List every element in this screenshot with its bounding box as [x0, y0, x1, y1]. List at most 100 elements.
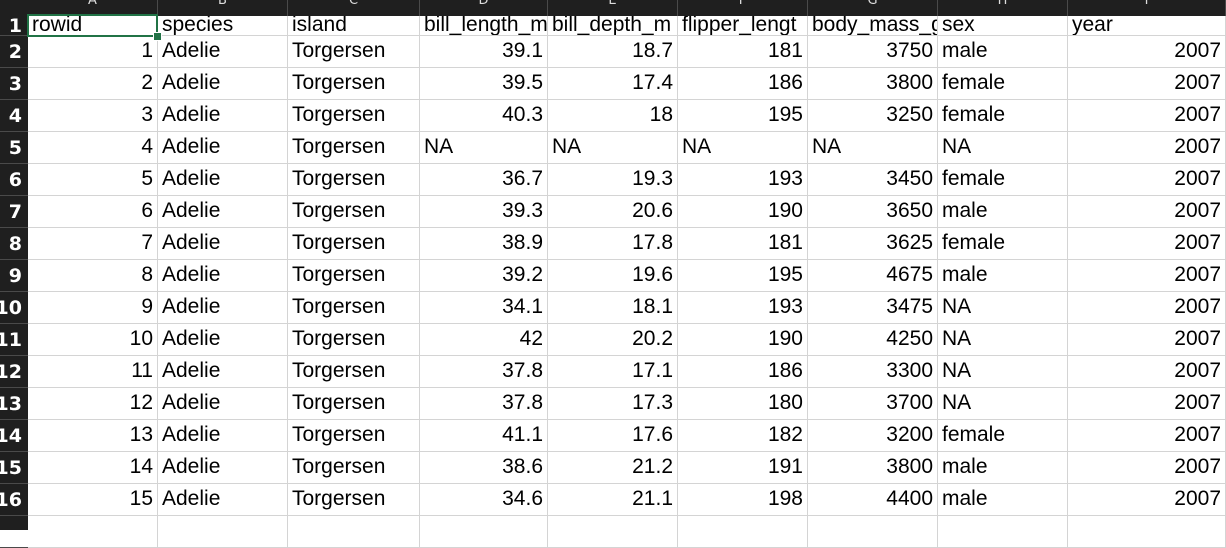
- data-cell[interactable]: 39.3: [420, 196, 548, 228]
- data-cell[interactable]: female: [938, 420, 1068, 452]
- column-header-b[interactable]: B: [158, 0, 288, 16]
- column-header-d[interactable]: D: [420, 0, 548, 16]
- row-header-6[interactable]: 6: [0, 164, 28, 196]
- row-header-2[interactable]: 2: [0, 36, 28, 68]
- data-cell[interactable]: 14: [28, 452, 158, 484]
- data-cell[interactable]: Adelie: [158, 68, 288, 100]
- row-header-14[interactable]: 14: [0, 420, 28, 452]
- header-cell-bill-length-m[interactable]: bill_length_m: [420, 16, 548, 36]
- data-cell[interactable]: male: [938, 260, 1068, 292]
- data-cell[interactable]: 37.8: [420, 388, 548, 420]
- header-cell-species[interactable]: species: [158, 16, 288, 36]
- data-cell[interactable]: 190: [678, 324, 808, 356]
- data-cell[interactable]: 11: [28, 356, 158, 388]
- data-cell[interactable]: 186: [678, 356, 808, 388]
- column-header-f[interactable]: F: [678, 0, 808, 16]
- data-cell[interactable]: 3250: [808, 100, 938, 132]
- data-cell[interactable]: 2007: [1068, 36, 1226, 68]
- data-cell[interactable]: 3650: [808, 196, 938, 228]
- data-cell[interactable]: [1068, 516, 1226, 548]
- data-cell[interactable]: 4250: [808, 324, 938, 356]
- data-cell[interactable]: Torgersen: [288, 452, 420, 484]
- data-cell[interactable]: 181: [678, 228, 808, 260]
- data-cell[interactable]: Adelie: [158, 420, 288, 452]
- data-cell[interactable]: 195: [678, 100, 808, 132]
- row-header-5[interactable]: 5: [0, 132, 28, 164]
- data-cell[interactable]: 2007: [1068, 100, 1226, 132]
- data-cell[interactable]: 8: [28, 260, 158, 292]
- header-cell-bill-depth-m[interactable]: bill_depth_m: [548, 16, 678, 36]
- data-cell[interactable]: 2007: [1068, 420, 1226, 452]
- data-cell[interactable]: Torgersen: [288, 356, 420, 388]
- data-cell[interactable]: 2007: [1068, 164, 1226, 196]
- data-cell[interactable]: 13: [28, 420, 158, 452]
- data-cell[interactable]: 3300: [808, 356, 938, 388]
- column-header-g[interactable]: G: [808, 0, 938, 16]
- data-cell[interactable]: 17.3: [548, 388, 678, 420]
- data-cell[interactable]: 9: [28, 292, 158, 324]
- data-cell[interactable]: 18: [548, 100, 678, 132]
- data-cell[interactable]: Torgersen: [288, 292, 420, 324]
- data-cell[interactable]: 2007: [1068, 260, 1226, 292]
- column-header-c[interactable]: C: [288, 0, 420, 16]
- data-cell[interactable]: NA: [938, 292, 1068, 324]
- spreadsheet-grid[interactable]: rowid species island bill_length_m bill_dept…: [27, 14, 1226, 548]
- data-cell[interactable]: 21.1: [548, 484, 678, 516]
- data-cell[interactable]: 38.6: [420, 452, 548, 484]
- data-cell[interactable]: 34.6: [420, 484, 548, 516]
- data-cell[interactable]: 39.5: [420, 68, 548, 100]
- data-cell[interactable]: 3800: [808, 68, 938, 100]
- data-cell[interactable]: female: [938, 68, 1068, 100]
- data-cell[interactable]: 17.8: [548, 228, 678, 260]
- data-cell[interactable]: Adelie: [158, 484, 288, 516]
- data-cell[interactable]: Adelie: [158, 132, 288, 164]
- row-header-3[interactable]: 3: [0, 68, 28, 100]
- data-cell[interactable]: 20.6: [548, 196, 678, 228]
- data-cell[interactable]: Adelie: [158, 100, 288, 132]
- data-cell[interactable]: NA: [938, 324, 1068, 356]
- data-cell[interactable]: 15: [28, 484, 158, 516]
- fill-handle[interactable]: [153, 32, 162, 41]
- data-cell[interactable]: 2007: [1068, 484, 1226, 516]
- data-cell[interactable]: 19.3: [548, 164, 678, 196]
- data-cell[interactable]: 181: [678, 36, 808, 68]
- data-cell[interactable]: 39.1: [420, 36, 548, 68]
- data-cell[interactable]: NA: [808, 132, 938, 164]
- data-cell[interactable]: [678, 516, 808, 548]
- data-cell[interactable]: Torgersen: [288, 420, 420, 452]
- column-header-a[interactable]: A: [28, 0, 158, 16]
- data-cell[interactable]: 3200: [808, 420, 938, 452]
- data-cell[interactable]: female: [938, 164, 1068, 196]
- column-header-i[interactable]: I: [1068, 0, 1226, 16]
- data-cell[interactable]: NA: [938, 132, 1068, 164]
- data-cell[interactable]: 3450: [808, 164, 938, 196]
- data-cell[interactable]: Torgersen: [288, 388, 420, 420]
- header-cell-island[interactable]: island: [288, 16, 420, 36]
- data-cell[interactable]: 193: [678, 164, 808, 196]
- data-cell[interactable]: 2007: [1068, 452, 1226, 484]
- data-cell[interactable]: 17.6: [548, 420, 678, 452]
- data-cell[interactable]: male: [938, 484, 1068, 516]
- data-cell[interactable]: NA: [420, 132, 548, 164]
- row-header-15[interactable]: 15: [0, 452, 28, 484]
- data-cell[interactable]: [420, 516, 548, 548]
- data-cell[interactable]: Torgersen: [288, 260, 420, 292]
- data-cell[interactable]: male: [938, 196, 1068, 228]
- data-cell[interactable]: NA: [938, 388, 1068, 420]
- data-cell[interactable]: Torgersen: [288, 36, 420, 68]
- data-cell[interactable]: [938, 516, 1068, 548]
- data-cell[interactable]: [288, 516, 420, 548]
- data-cell[interactable]: 3800: [808, 452, 938, 484]
- data-cell[interactable]: 34.1: [420, 292, 548, 324]
- data-cell[interactable]: 190: [678, 196, 808, 228]
- data-cell[interactable]: 7: [28, 228, 158, 260]
- data-cell[interactable]: 10: [28, 324, 158, 356]
- row-header-16[interactable]: 16: [0, 484, 28, 516]
- data-cell[interactable]: 1: [28, 36, 158, 68]
- data-cell[interactable]: NA: [938, 356, 1068, 388]
- row-header-7[interactable]: 7: [0, 196, 28, 228]
- data-cell[interactable]: 191: [678, 452, 808, 484]
- data-cell[interactable]: 38.9: [420, 228, 548, 260]
- data-cell[interactable]: 36.7: [420, 164, 548, 196]
- data-cell[interactable]: male: [938, 452, 1068, 484]
